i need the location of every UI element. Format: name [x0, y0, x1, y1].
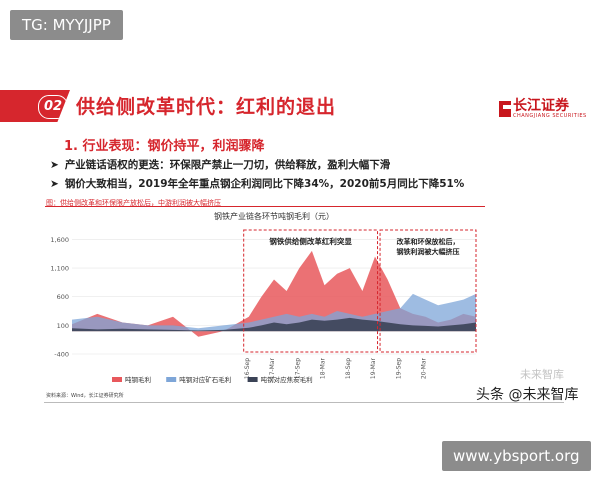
annotation-squeeze: 改革和环保放松后，钢铁利润被大幅挤压	[397, 237, 460, 256]
y-tick-label: -400	[54, 351, 69, 359]
series-area-3	[72, 317, 476, 332]
bullet-item: ➤ 产业链话语权的更迭：环保限产禁止一刀切，供给释放，盈利大幅下滑	[50, 157, 390, 172]
bullet-arrow-icon: ➤	[50, 159, 59, 171]
slide: 02 供给侧改革时代：红利的退出 长江证券 CHANGJIANG SECURIT…	[0, 80, 600, 410]
slide-title: 供给侧改革时代：红利的退出	[76, 96, 337, 118]
y-tick-label: 1,100	[50, 265, 69, 273]
x-tick-label: 20-Mar	[421, 357, 428, 379]
logo-subtitle: CHANGJIANG SECURITIES	[513, 113, 587, 119]
legend-swatch	[166, 377, 177, 382]
site-watermark-tag: www.ybsport.org	[442, 441, 591, 471]
figure-caption: 图：供给侧改革和环保限产放松后，中游利润被大幅挤压	[46, 199, 221, 207]
x-tick-label: 16-Sep	[244, 358, 251, 379]
section-title: 1. 行业表现：钢价持平，利润骤降	[64, 139, 265, 154]
bullet-text: 产业链话语权的更迭：环保限产禁止一刀切，供给释放，盈利大幅下滑	[64, 159, 391, 171]
y-tick-label: 600	[57, 293, 69, 301]
bullet-item: ➤ 钢价大致相当，2019年全年重点钢企利润同比下降34%，2020前5月同比下降…	[50, 176, 464, 191]
logo-name: 长江证券	[513, 98, 569, 114]
legend-label: 吨钢毛利	[125, 375, 151, 384]
x-tick-label: 18-Mar	[320, 357, 327, 379]
x-tick-label: 17-Sep	[294, 358, 301, 379]
x-tick-label: 19-Sep	[395, 358, 402, 379]
chart-title: 钢铁产业链各环节吨钢毛利（元）	[214, 211, 334, 221]
source-note: 资料来源：Wind，长江证券研究所	[46, 393, 124, 399]
bullet-arrow-icon: ➤	[50, 178, 59, 190]
y-tick-label: 1,600	[50, 236, 69, 244]
company-logo: 长江证券 CHANGJIANG SECURITIES	[495, 95, 595, 123]
legend-label: 吨钢对应矿石毛利	[179, 375, 231, 384]
top-watermark-tag: TG: MYYJJPP	[10, 10, 123, 40]
x-tick-label: 18-Sep	[345, 358, 352, 379]
bottom-divider	[44, 402, 564, 403]
logo-mark-icon	[499, 101, 511, 117]
legend-swatch	[112, 377, 122, 382]
slide-header: 02 供给侧改革时代：红利的退出 长江证券 CHANGJIANG SECURIT…	[0, 90, 600, 122]
section-number: 02	[38, 95, 68, 119]
x-tick-label: 17-Mar	[269, 357, 276, 379]
legend-label: 吨钢对应焦炭毛利	[261, 375, 313, 384]
y-tick-label: 100	[57, 322, 69, 330]
author-watermark: 头条 @未来智库	[476, 387, 579, 403]
steel-margin-chart: 钢铁产业链各环节吨钢毛利（元） -400 100 600 1,100 1,600 16-Se…	[50, 211, 477, 384]
annotation-box-squeeze	[379, 229, 477, 353]
annotation-box-reform	[243, 229, 379, 353]
annotation-reform: 钢铁供给侧改革红利突显	[269, 236, 352, 246]
chart-container: 钢铁产业链各环节吨钢毛利（元） -400 100 600 1,100 1,600 16-Se…	[46, 208, 482, 390]
x-tick-label: 19-Mar	[370, 357, 377, 379]
bullet-text: 钢价大致相当，2019年全年重点钢企利润同比下降34%，2020前5月同比下降5…	[64, 178, 465, 190]
faint-watermark: 未来智库	[520, 368, 564, 381]
legend-swatch	[247, 377, 258, 382]
divider	[45, 206, 485, 207]
